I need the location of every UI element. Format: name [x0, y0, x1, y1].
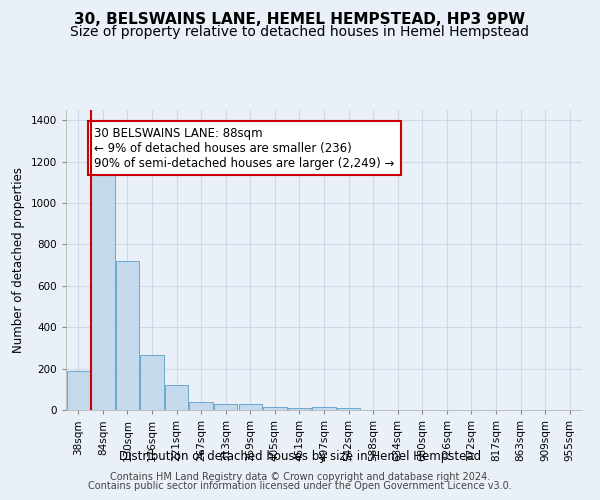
Y-axis label: Number of detached properties: Number of detached properties	[12, 167, 25, 353]
Bar	[239, 404, 262, 410]
Text: 30 BELSWAINS LANE: 88sqm
← 9% of detached houses are smaller (236)
90% of semi-d: 30 BELSWAINS LANE: 88sqm ← 9% of detache…	[94, 126, 395, 170]
Bar	[313, 407, 335, 410]
Bar	[116, 261, 139, 410]
Bar	[67, 370, 90, 410]
Bar	[140, 355, 164, 410]
Text: Distribution of detached houses by size in Hemel Hempstead: Distribution of detached houses by size …	[119, 450, 481, 463]
Bar	[190, 402, 213, 410]
Bar	[165, 385, 188, 410]
Text: Contains public sector information licensed under the Open Government Licence v3: Contains public sector information licen…	[88, 481, 512, 491]
Bar	[337, 408, 360, 410]
Text: Size of property relative to detached houses in Hemel Hempstead: Size of property relative to detached ho…	[71, 25, 530, 39]
Bar	[214, 404, 238, 410]
Bar	[263, 408, 287, 410]
Text: Contains HM Land Registry data © Crown copyright and database right 2024.: Contains HM Land Registry data © Crown c…	[110, 472, 490, 482]
Text: 30, BELSWAINS LANE, HEMEL HEMPSTEAD, HP3 9PW: 30, BELSWAINS LANE, HEMEL HEMPSTEAD, HP3…	[74, 12, 526, 28]
Bar	[91, 172, 115, 410]
Bar	[288, 408, 311, 410]
